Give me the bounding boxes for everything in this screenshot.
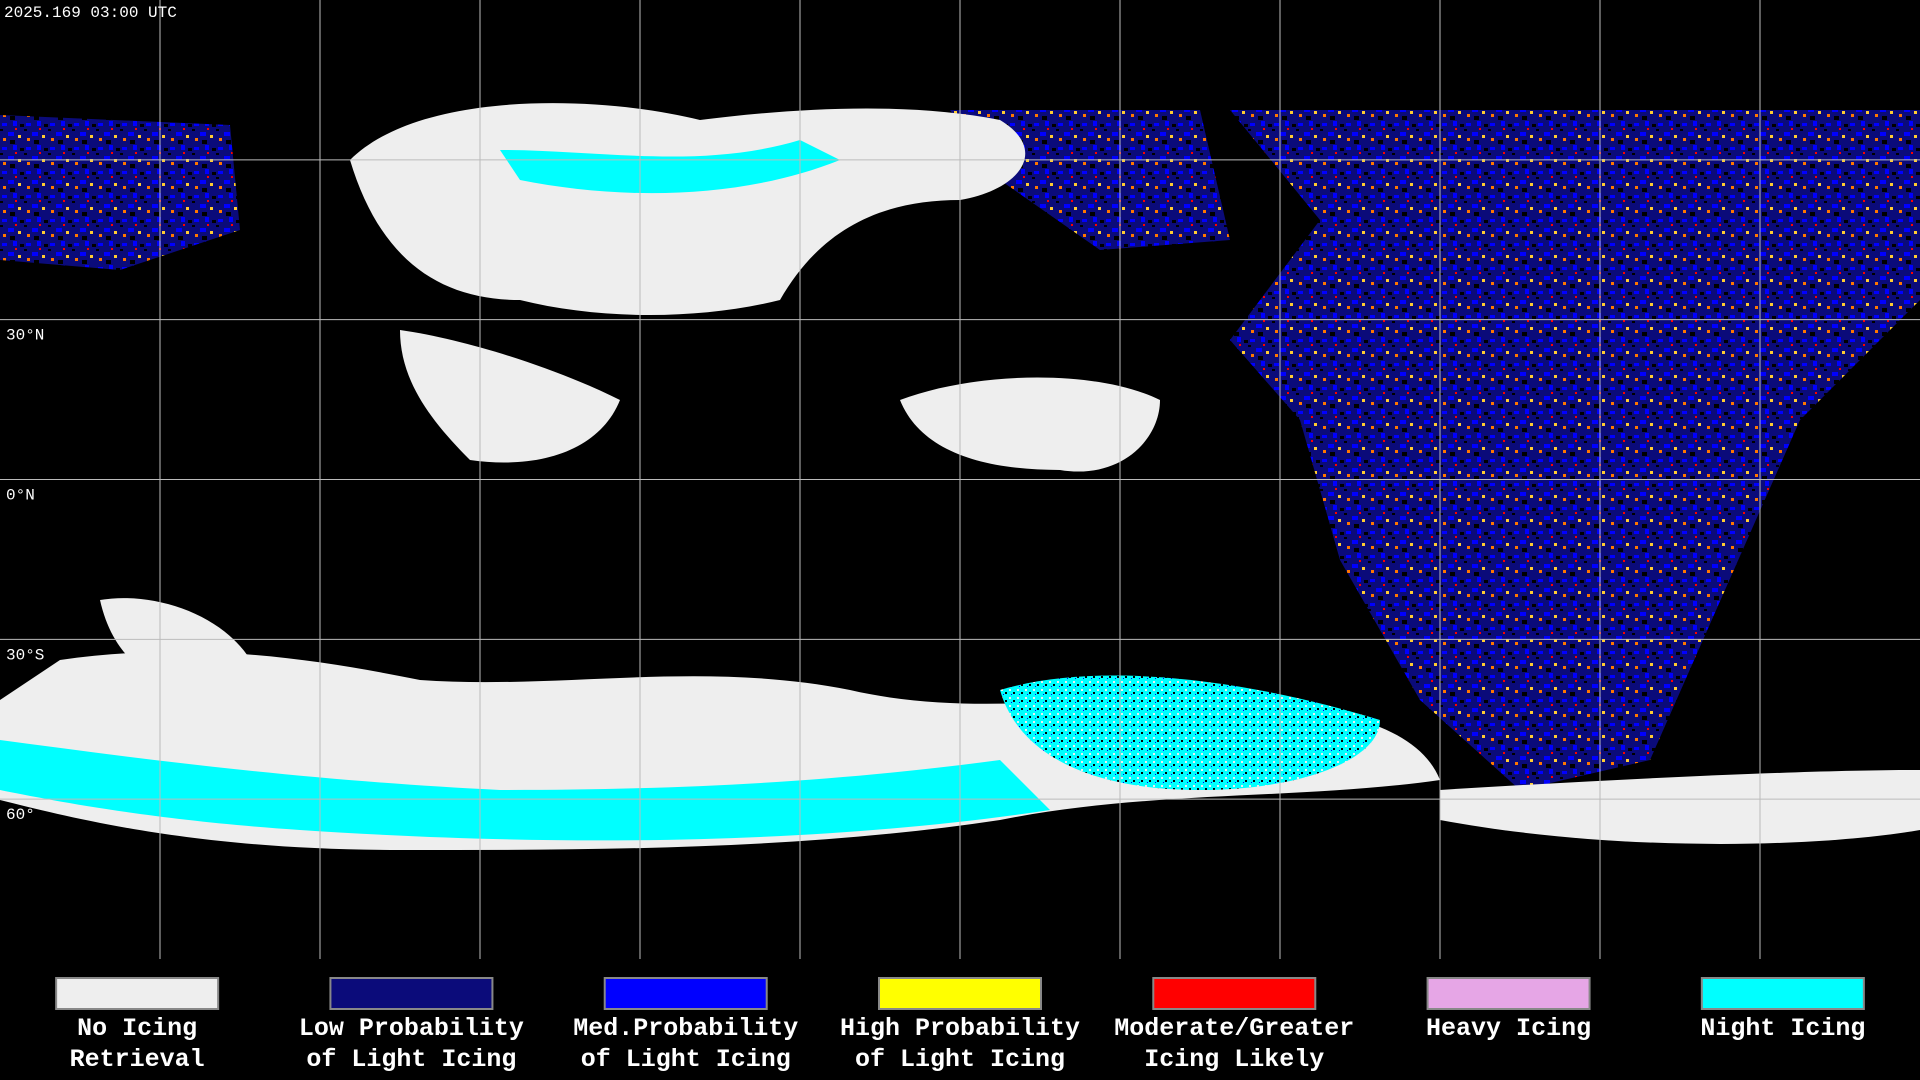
lat-label: 60° (6, 806, 35, 824)
legend-label: Low Probability (299, 1014, 524, 1043)
legend-label: of Light Icing (581, 1045, 791, 1074)
cloud-layer (0, 103, 1920, 850)
legend-label: Icing Likely (1144, 1045, 1324, 1074)
graticule (0, 0, 1920, 959)
legend-swatch (329, 977, 494, 1010)
legend-label: Med.Probability (573, 1014, 798, 1043)
legend-swatch (1426, 977, 1591, 1010)
legend-swatch (55, 977, 220, 1010)
legend-label: Heavy Icing (1426, 1014, 1591, 1043)
legend-label: High Probability (840, 1014, 1080, 1043)
legend-swatch (603, 977, 768, 1010)
legend-swatch (1152, 977, 1317, 1010)
legend-label: of Light Icing (855, 1045, 1065, 1074)
timestamp: 2025.169 03:00 UTC (4, 4, 177, 22)
legend-label: of Light Icing (306, 1045, 516, 1074)
legend-swatch (1700, 977, 1865, 1010)
lat-label: 30°S (6, 646, 44, 664)
legend-label: Moderate/Greater (1114, 1014, 1354, 1043)
legend-label: Night Icing (1700, 1014, 1865, 1043)
lat-label: 30°N (6, 327, 44, 345)
lat-label: 0°N (6, 487, 35, 505)
legend-label: No Icing (77, 1014, 197, 1043)
legend-label: Retrieval (70, 1045, 205, 1074)
legend-swatch (878, 977, 1042, 1010)
